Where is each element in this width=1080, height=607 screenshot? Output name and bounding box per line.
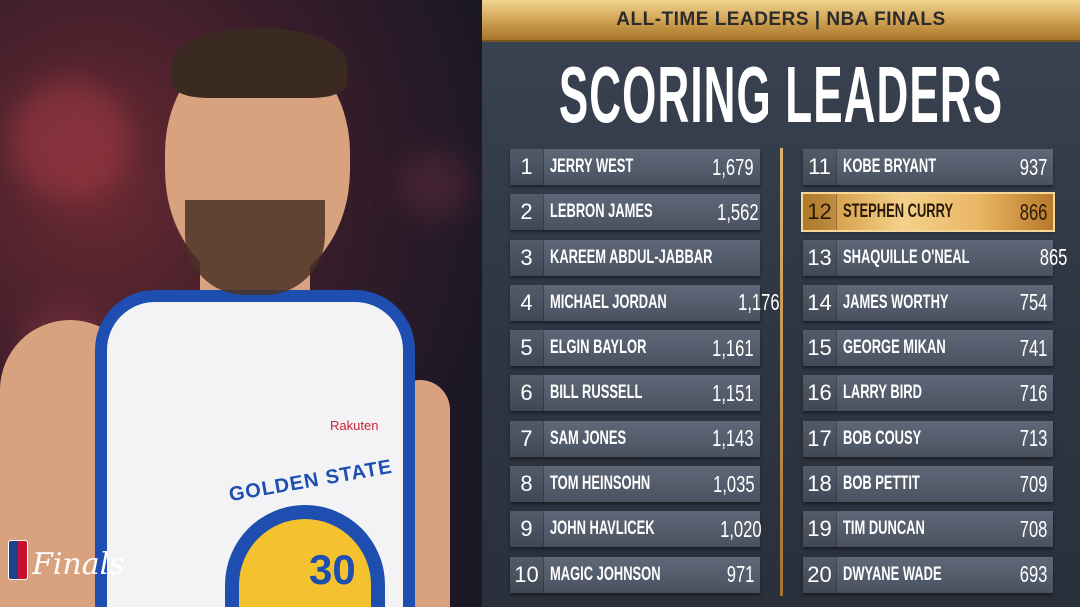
- leader-points: 716: [1019, 379, 1047, 406]
- leader-rank: 9: [510, 511, 544, 548]
- leader-row: 10 MAGIC JOHNSON 971: [510, 556, 760, 593]
- leader-rank: 15: [803, 330, 837, 367]
- leader-row: 19 TIM DUNCAN 708: [803, 511, 1053, 548]
- leaders-panel: ALL-TIME LEADERS | NBA FINALS SCORING LE…: [482, 0, 1080, 607]
- leader-rank: 18: [803, 466, 837, 503]
- leader-rank: 11: [803, 149, 837, 185]
- leader-name: JERRY WEST: [550, 156, 634, 177]
- leader-rank: 7: [510, 420, 544, 457]
- leader-points: 709: [1019, 470, 1047, 497]
- leader-name: KAREEM ABDUL-JABBAR: [550, 246, 713, 268]
- leader-row: 20 DWYANE WADE 693: [803, 556, 1053, 593]
- leader-name: TIM DUNCAN: [843, 518, 925, 540]
- leader-name: JOHN HAVLICEK: [550, 518, 655, 540]
- leader-row: 5 ELGIN BAYLOR 1,161: [510, 330, 760, 367]
- leader-points: 741: [1019, 334, 1047, 361]
- page-title: SCORING LEADERS: [558, 50, 1004, 139]
- leader-rank: 12: [803, 194, 837, 231]
- leader-row-highlighted: 12 STEPHEN CURRY 866: [801, 192, 1055, 233]
- finals-logo-text: Finals: [32, 547, 125, 582]
- leaders-column-left: 1 JERRY WEST 1,679 2 LEBRON JAMES 1,562 3 KAREE…: [510, 149, 846, 602]
- leader-rank: 17: [803, 420, 837, 457]
- leader-points: 1,143: [712, 425, 754, 452]
- leader-points: 1,035: [713, 470, 755, 497]
- leader-rank: 8: [510, 466, 544, 503]
- leader-row: 2 LEBRON JAMES 1,562: [510, 194, 760, 231]
- leader-row: 16 LARRY BIRD 716: [803, 375, 1053, 412]
- leader-rank: 5: [510, 330, 544, 367]
- leader-name: LARRY BIRD: [843, 382, 922, 404]
- leader-points: 1,161: [712, 334, 754, 361]
- leader-rank: 14: [803, 284, 837, 321]
- leader-points: 937: [1019, 153, 1047, 180]
- leader-points: 1,020: [719, 515, 762, 542]
- leader-name: BILL RUSSELL: [550, 382, 643, 404]
- jersey-number: 30: [309, 546, 356, 593]
- leader-row: 7 SAM JONES 1,143: [510, 420, 760, 457]
- leaders-column-right: 11 KOBE BRYANT 937 12 STEPHEN CURRY 866 13 SHAQ…: [801, 149, 1067, 602]
- leader-name: MAGIC JOHNSON: [550, 563, 661, 585]
- leader-rank: 20: [803, 556, 837, 593]
- header-bar: ALL-TIME LEADERS | NBA FINALS: [482, 0, 1080, 42]
- leader-points: 708: [1019, 515, 1047, 542]
- column-divider: [780, 148, 783, 596]
- team-emblem: 30: [225, 505, 385, 607]
- leader-name: LEBRON JAMES: [550, 201, 653, 223]
- leader-points: 866: [1019, 198, 1047, 225]
- leader-row: 17 BOB COUSY 713: [803, 420, 1053, 457]
- leader-rank: 1: [510, 149, 544, 185]
- leader-points: 693: [1019, 561, 1047, 588]
- leader-points: 1,562: [717, 198, 759, 225]
- leader-points: 713: [1019, 425, 1047, 452]
- leader-name: SHAQUILLE O'NEAL: [843, 246, 970, 268]
- leader-row: 18 BOB PETTIT 709: [803, 466, 1053, 503]
- leader-row: 14 JAMES WORTHY 754: [803, 284, 1053, 321]
- leader-row: 13 SHAQUILLE O'NEAL 865: [803, 239, 1067, 276]
- leader-points: 971: [726, 561, 754, 588]
- leader-name: BOB PETTIT: [843, 473, 920, 495]
- leader-row: 4 MICHAEL JORDAN 1,176: [510, 284, 779, 321]
- nba-logo-icon: [8, 540, 28, 580]
- leader-rank: 13: [803, 239, 837, 276]
- leader-rank: 10: [510, 556, 544, 593]
- leader-rank: 4: [510, 284, 544, 321]
- player-beard: [185, 200, 325, 295]
- header-subtitle: ALL-TIME LEADERS | NBA FINALS: [616, 9, 946, 30]
- leader-name: JAMES WORTHY: [843, 291, 949, 313]
- leader-name: SAM JONES: [550, 427, 627, 449]
- player-photo: Rakuten GOLDEN STATE 30 Finals: [0, 0, 482, 607]
- leader-row: 6 BILL RUSSELL 1,151: [510, 375, 760, 412]
- leader-name: DWYANE WADE: [843, 563, 942, 585]
- leader-name: STEPHEN CURRY: [843, 201, 954, 223]
- leader-row: 1 JERRY WEST 1,679: [510, 149, 760, 185]
- leader-points: 1,176: [737, 289, 780, 316]
- leader-points: 754: [1019, 289, 1047, 316]
- leader-row: 9 JOHN HAVLICEK 1,020: [510, 511, 762, 548]
- nba-finals-logo: Finals: [8, 540, 125, 580]
- leader-name: KOBE BRYANT: [843, 156, 937, 177]
- leader-rank: 6: [510, 375, 544, 412]
- leader-rank: 16: [803, 375, 837, 412]
- leader-rank: 2: [510, 194, 544, 231]
- leader-rank: 19: [803, 511, 837, 548]
- player-hair: [172, 28, 347, 98]
- leader-row: 15 GEORGE MIKAN 741: [803, 330, 1053, 367]
- leader-name: BOB COUSY: [843, 427, 922, 449]
- leader-name: TOM HEINSOHN: [550, 473, 651, 495]
- leader-row: 11 KOBE BRYANT 937: [803, 149, 1053, 185]
- leader-name: GEORGE MIKAN: [843, 337, 946, 359]
- jersey-sponsor: Rakuten: [330, 418, 379, 433]
- leader-name: ELGIN BAYLOR: [550, 337, 647, 359]
- leader-points: 1,151: [712, 379, 754, 406]
- leader-row: 8 TOM HEINSOHN 1,035: [510, 466, 760, 503]
- leader-name: MICHAEL JORDAN: [550, 291, 667, 313]
- leader-points: 1,679: [712, 153, 754, 180]
- leader-points: 865: [1039, 244, 1068, 271]
- leader-rank: 3: [510, 239, 544, 276]
